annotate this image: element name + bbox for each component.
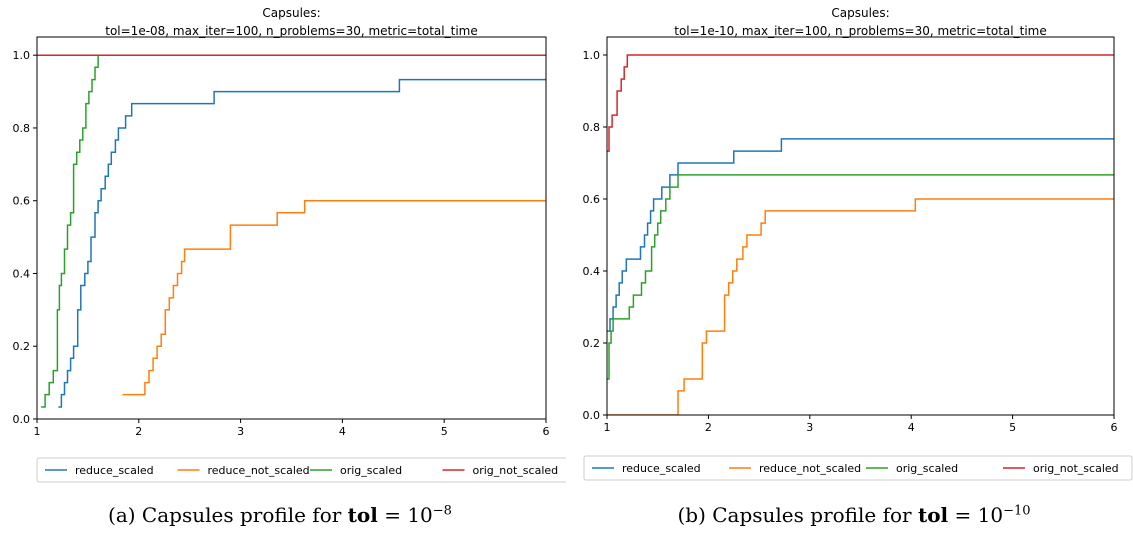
- y-tick-label: 0.6: [583, 193, 601, 206]
- x-tick-label: 2: [135, 425, 142, 438]
- x-tick-label: 6: [543, 425, 550, 438]
- legend-label-reduce_scaled: reduce_scaled: [75, 464, 154, 477]
- x-tick-label: 4: [908, 421, 915, 434]
- y-tick-label: 0.0: [583, 409, 601, 422]
- chart-title-line-1: Capsules:: [831, 6, 889, 20]
- caption-a-exponent: −8: [432, 503, 452, 519]
- legend-label-orig_not_scaled: orig_not_scaled: [473, 464, 559, 477]
- series-line-reduce_scaled: [58, 78, 546, 408]
- x-tick-label: 3: [237, 425, 244, 438]
- axes-frame: [606, 36, 1115, 416]
- y-tick-label: 0.0: [13, 413, 31, 426]
- y-tick-label: 0.8: [13, 122, 31, 135]
- y-tick-label: 1.0: [13, 49, 31, 62]
- caption-b-bold: tol: [917, 503, 949, 527]
- x-tick-label: 5: [1009, 421, 1016, 434]
- y-tick-label: 0.6: [13, 195, 31, 208]
- series-line-orig_not_scaled: [607, 54, 1114, 152]
- x-tick-label: 4: [339, 425, 346, 438]
- series-line-orig_scaled: [607, 174, 1114, 380]
- y-tick-label: 0.4: [13, 267, 31, 280]
- x-tick-label: 1: [34, 425, 41, 438]
- x-tick-label: 2: [705, 421, 712, 434]
- caption-a: (a) Capsules profile for tol = 10−8: [0, 503, 560, 527]
- caption-b-prefix: (b) Capsules profile for: [677, 503, 918, 527]
- caption-b: (b) Capsules profile for tol = 10−10: [574, 503, 1133, 527]
- caption-a-bold: tol: [347, 503, 378, 527]
- x-tick-label: 1: [604, 421, 611, 434]
- chart-title-line-1: Capsules:: [262, 6, 320, 20]
- y-tick-label: 0.2: [583, 337, 601, 350]
- y-tick-label: 0.8: [583, 121, 601, 134]
- legend-box: [583, 455, 1133, 481]
- series-line-reduce_not_scaled: [607, 198, 1114, 415]
- legend-label-reduce_scaled: reduce_scaled: [622, 462, 701, 475]
- chart-panel-b: Capsules: tol=1e-10, max_iter=100, n_prob…: [566, 0, 1133, 538]
- caption-b-exponent: −10: [1003, 503, 1031, 519]
- chart-panel-a: Capsules: tol=1e-08, max_iter=100, n_prob…: [0, 0, 568, 538]
- y-tick-label: 1.0: [583, 49, 601, 62]
- legend-label-reduce_not_scaled: reduce_not_scaled: [208, 464, 310, 477]
- chart-b: Capsules: tol=1e-10, max_iter=100, n_prob…: [583, 6, 1133, 481]
- series-line-reduce_not_scaled: [122, 199, 546, 396]
- axes-frame: [36, 36, 547, 420]
- y-tick-label: 0.4: [583, 265, 601, 278]
- x-tick-label: 3: [806, 421, 813, 434]
- y-tick-label: 0.2: [13, 340, 31, 353]
- x-tick-label: 6: [1111, 421, 1118, 434]
- legend-label-orig_scaled: orig_scaled: [896, 462, 958, 475]
- caption-a-prefix: (a) Capsules profile for: [108, 503, 348, 527]
- chart-title-line-2: tol=1e-08, max_iter=100, n_problems=30, …: [105, 24, 477, 38]
- legend-label-orig_scaled: orig_scaled: [340, 464, 402, 477]
- series-line-orig_scaled: [41, 54, 546, 408]
- x-tick-label: 5: [441, 425, 448, 438]
- legend-label-reduce_not_scaled: reduce_not_scaled: [759, 462, 861, 475]
- legend-label-orig_not_scaled: orig_not_scaled: [1033, 462, 1119, 475]
- chart-title-line-2: tol=1e-10, max_iter=100, n_problems=30, …: [674, 24, 1046, 38]
- chart-a: Capsules: tol=1e-08, max_iter=100, n_prob…: [13, 6, 568, 483]
- caption-a-eq: = 10: [377, 503, 433, 527]
- series-line-reduce_scaled: [607, 138, 1114, 332]
- caption-b-eq: = 10: [948, 503, 1004, 527]
